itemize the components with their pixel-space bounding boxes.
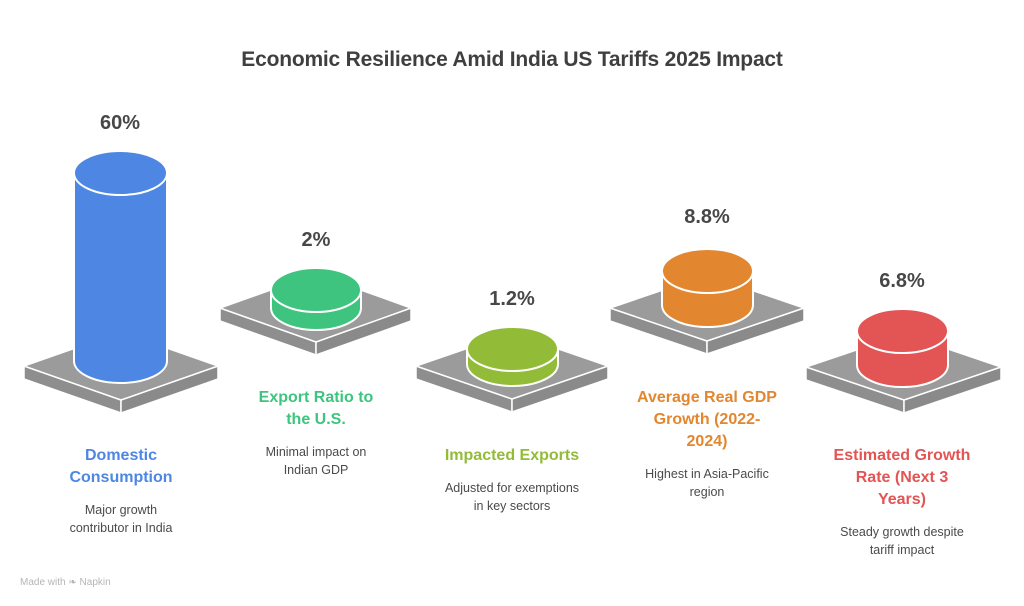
caption-5: Estimated Growth Rate (Next 3 Years) Ste… — [812, 445, 992, 559]
caption-desc-4: Highest in Asia-Pacific region — [645, 467, 769, 499]
cylinder-gdp-growth — [661, 248, 754, 328]
value-label-5: 6.8% — [879, 270, 925, 292]
caption-desc-2: Minimal impact on Indian GDP — [265, 445, 367, 477]
caption-title-2: Export Ratio to the U.S. — [258, 389, 374, 428]
caption-title-4: Average Real GDP Growth (2022- 2024) — [637, 389, 777, 450]
made-with-napkin-footer[interactable]: Made with ❧ Napkin — [20, 577, 111, 588]
value-label-2: 2% — [301, 229, 331, 251]
caption-title-5: Estimated Growth Rate (Next 3 Years) — [833, 447, 971, 508]
caption-2: Export Ratio to the U.S. Minimal impact … — [226, 387, 406, 479]
disc-impacted-exports — [466, 326, 559, 387]
value-label-1: 60% — [99, 112, 141, 134]
caption-3: Impacted Exports Adjusted for exemptions… — [422, 445, 602, 515]
value-label-3: 1.2% — [489, 288, 535, 310]
caption-desc-3: Adjusted for exemptions in key sectors — [444, 481, 580, 513]
caption-4: Average Real GDP Growth (2022- 2024) Hig… — [617, 387, 797, 501]
caption-desc-5: Steady growth despite tariff impact — [840, 525, 964, 557]
caption-desc-1: Major growth contributor in India — [69, 503, 173, 535]
cylinder-estimated-growth — [856, 308, 949, 388]
chart-title: Economic Resilience Amid India US Tariff… — [241, 48, 783, 71]
disc-export-ratio — [270, 267, 362, 331]
caption-title-3: Impacted Exports — [444, 447, 580, 464]
value-label-4: 8.8% — [684, 206, 730, 228]
napkin-logo-icon: ❧ — [68, 577, 77, 588]
cylinder-domestic-consumption — [73, 150, 168, 384]
caption-1: Domestic Consumption Major growth contri… — [31, 445, 211, 537]
caption-title-1: Domestic Consumption — [69, 447, 173, 486]
